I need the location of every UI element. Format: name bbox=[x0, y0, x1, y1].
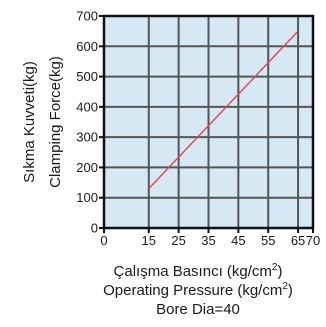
x-tick-label: 0 bbox=[100, 233, 107, 248]
y-tick-label: 700 bbox=[76, 9, 98, 24]
y-tick-label: 600 bbox=[76, 39, 98, 54]
x-tick-label: 45 bbox=[231, 233, 245, 248]
y-tick-label: 0 bbox=[91, 221, 98, 236]
series-line bbox=[148, 30, 299, 190]
y-axis-title-line: Clamping Force(kg) bbox=[47, 56, 64, 188]
x-tick-label: 15 bbox=[142, 233, 156, 248]
x-axis-title: Çalışma Basıncı (kg/cm2) Operating Press… bbox=[76, 262, 320, 319]
x-tick-label: 35 bbox=[201, 233, 215, 248]
y-tick-label: 400 bbox=[76, 99, 98, 114]
y-tick-label: 200 bbox=[76, 160, 98, 175]
x-axis-title-line-tr: Çalışma Basıncı (kg/cm2) bbox=[113, 262, 283, 281]
x-tick-label: 70 bbox=[306, 233, 320, 248]
y-tick-label: 100 bbox=[76, 190, 98, 205]
x-tick-label: 25 bbox=[171, 233, 185, 248]
y-axis-title-line: Sıkma Kuvveti(kg) bbox=[21, 61, 38, 183]
y-tick-label: 500 bbox=[76, 69, 98, 84]
bore-diameter-note: Bore Dia=40 bbox=[156, 301, 240, 318]
x-tick-label: 65 bbox=[291, 233, 305, 248]
y-tick-label: 300 bbox=[76, 130, 98, 145]
x-tick-label: 55 bbox=[261, 233, 275, 248]
x-axis-title-line-en: Operating Pressure (kg/cm2) bbox=[103, 281, 293, 300]
